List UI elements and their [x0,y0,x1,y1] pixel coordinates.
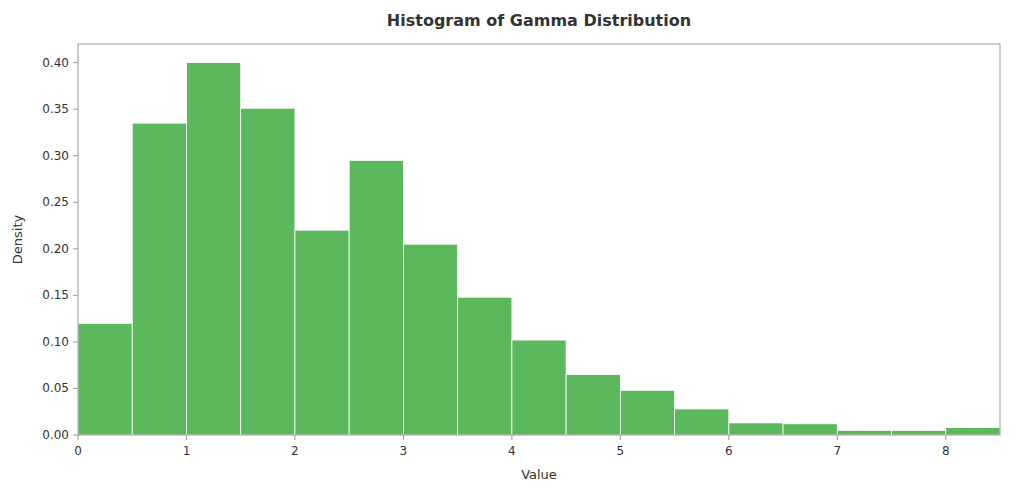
histogram-bar [512,340,566,435]
histogram-bar [837,430,891,435]
x-tick [403,435,404,440]
y-axis: 0.00 0.05 0.10 0.15 0.20 0.25 0.30 0.35 0.40 [42,56,78,442]
x-axis: 0 1 2 3 4 5 6 7 8 [74,435,949,458]
histogram-bar [295,230,349,435]
y-tick [73,62,78,63]
x-tick [511,435,512,440]
histogram-bar [675,409,729,435]
x-tick-label: 1 [183,444,191,458]
x-tick [945,435,946,440]
histogram-bar [403,244,457,435]
y-tick-label: 0.35 [42,102,69,116]
y-tick [73,295,78,296]
x-tick [837,435,838,440]
chart-title: Histogram of Gamma Distribution [387,11,691,30]
histogram-bar [892,430,946,435]
histogram-bar [186,63,240,435]
y-tick [73,109,78,110]
histogram-bar [946,428,1000,435]
y-tick [73,202,78,203]
x-tick [620,435,621,440]
x-tick-label: 5 [617,444,625,458]
x-tick-label: 2 [291,444,299,458]
chart: 0 1 2 3 4 5 6 7 8 0.00 0.05 0.10 0.15 0.20 0.25 0.30 0.3… [0,0,1024,497]
plot-frame [78,44,1000,435]
y-tick-label: 0.20 [42,242,69,256]
y-tick [73,341,78,342]
histogram-bar [241,108,295,435]
bars [78,63,1000,435]
y-axis-label: Density [10,214,25,264]
x-tick-label: 0 [74,444,82,458]
histogram-bar [729,423,783,435]
y-tick-label: 0.15 [42,288,69,302]
histogram-bar [349,160,403,435]
y-tick [73,155,78,156]
histogram-bar [620,390,674,435]
x-tick [78,435,79,440]
x-tick [728,435,729,440]
histogram-bar [458,297,512,435]
x-tick-label: 7 [833,444,841,458]
x-tick [294,435,295,440]
y-tick [73,248,78,249]
histogram-bar [566,374,620,435]
y-tick-label: 0.40 [42,56,69,70]
y-tick-label: 0.00 [42,428,69,442]
y-tick [73,435,78,436]
y-tick-label: 0.05 [42,381,69,395]
x-tick [186,435,187,440]
y-tick-label: 0.30 [42,149,69,163]
x-tick-label: 6 [725,444,733,458]
x-tick-label: 3 [400,444,408,458]
y-tick-label: 0.10 [42,335,69,349]
x-tick-label: 8 [942,444,950,458]
x-tick-label: 4 [508,444,516,458]
y-tick-label: 0.25 [42,195,69,209]
y-tick [73,388,78,389]
histogram-bar [78,323,132,435]
histogram-bar [132,123,186,435]
x-axis-label: Value [521,467,557,482]
histogram-bar [783,424,837,435]
